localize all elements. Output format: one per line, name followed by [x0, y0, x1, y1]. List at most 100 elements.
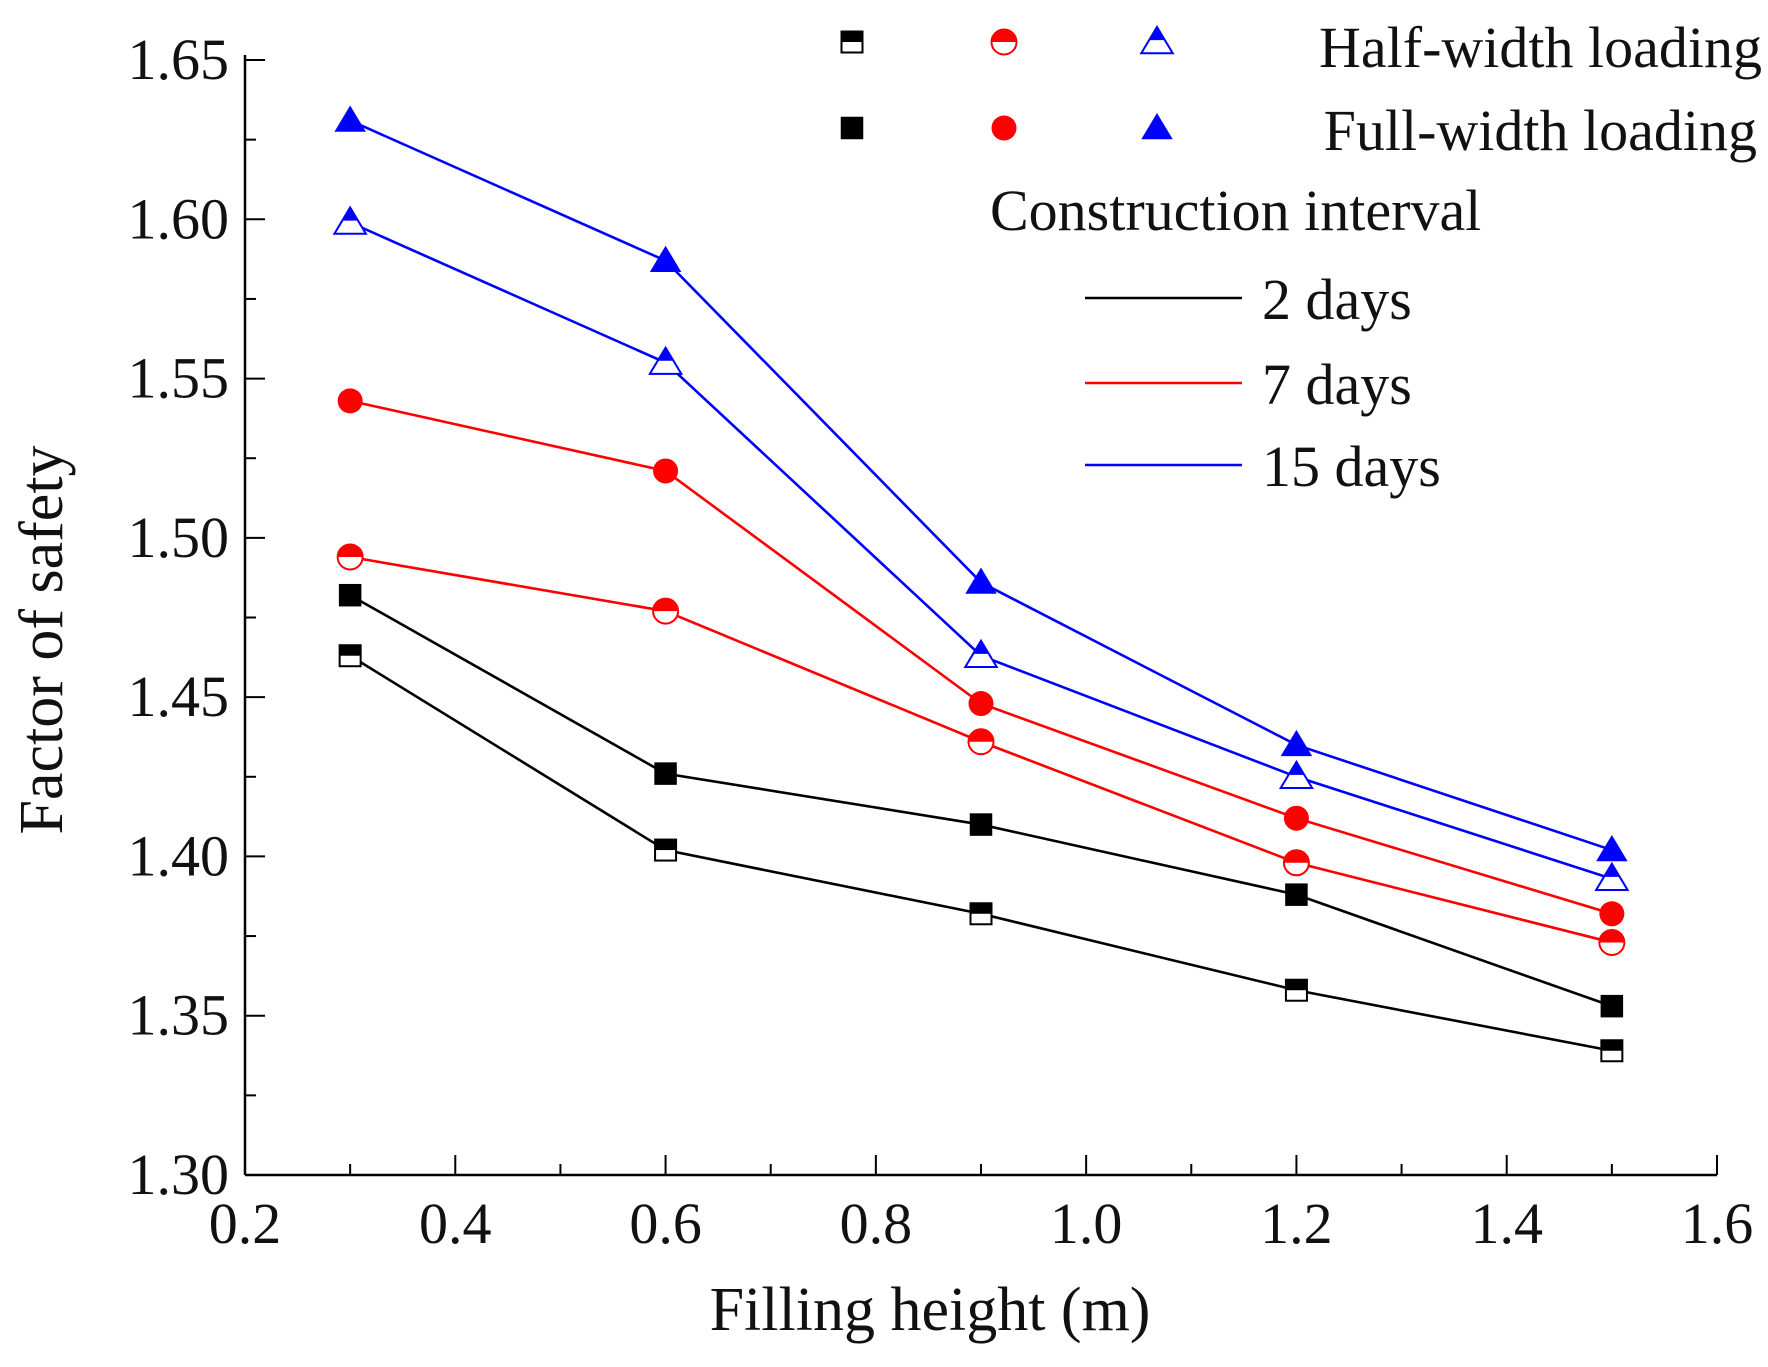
marker-body	[649, 245, 682, 272]
marker-body	[1141, 113, 1173, 140]
data-point	[653, 458, 679, 484]
marker-body	[338, 583, 362, 607]
marker-half-fill	[991, 29, 1017, 42]
data-point	[337, 388, 363, 414]
marker-body	[968, 691, 994, 717]
marker-body	[969, 813, 993, 836]
data-point	[1280, 729, 1313, 757]
x-tick-label: 1.2	[1260, 1191, 1333, 1256]
y-tick-label: 1.45	[128, 664, 230, 729]
marker-half-fill	[970, 903, 992, 914]
x-tick-label: 0.4	[419, 1191, 492, 1256]
y-tick-label: 1.30	[128, 1142, 230, 1207]
data-point	[1284, 978, 1308, 1002]
series-line	[349, 221, 1613, 880]
data-point	[969, 902, 993, 926]
marker-half-fill	[653, 598, 679, 612]
marker-body	[654, 762, 677, 785]
legend-marker-half	[990, 28, 1018, 56]
y-axis-label: Factor of safety	[8, 445, 76, 834]
marker-body	[1596, 835, 1628, 862]
marker-half-fill	[1603, 863, 1620, 877]
x-tick-label: 1.6	[1681, 1191, 1754, 1256]
marker-half-fill	[342, 207, 359, 221]
data-point	[654, 838, 678, 862]
data-point	[649, 245, 682, 272]
series-group	[332, 105, 1630, 1063]
legend-marker-full	[991, 115, 1017, 141]
marker-half-fill	[973, 640, 989, 654]
marker-half-fill	[337, 544, 363, 557]
data-point	[1282, 849, 1310, 877]
marker-outline	[1594, 861, 1630, 891]
marker-body	[1280, 729, 1313, 757]
legend-marker-full	[1141, 113, 1173, 140]
y-tick-label: 1.55	[128, 346, 230, 411]
marker-half-fill	[968, 729, 994, 742]
marker-outline	[648, 345, 684, 375]
marker-body	[653, 458, 679, 484]
data-point	[1596, 835, 1628, 862]
data-point	[332, 205, 368, 235]
marker-half-fill	[1601, 1040, 1623, 1051]
marker-half-fill	[1149, 27, 1165, 41]
data-point	[1599, 901, 1625, 927]
data-point	[1600, 994, 1624, 1018]
data-point	[652, 597, 680, 625]
data-point	[338, 644, 362, 668]
legend: Half-width loading Full-width loading Cons…	[840, 15, 1762, 499]
marker-half-fill	[1285, 979, 1307, 991]
marker-half-fill	[1599, 929, 1625, 943]
marker-half-fill	[1288, 761, 1305, 775]
legend-marker-half	[840, 30, 864, 54]
y-tick-label: 1.35	[128, 983, 230, 1048]
data-point	[1285, 883, 1308, 906]
marker-body	[991, 115, 1017, 141]
axes-group: 0.2 0.4 0.6 0.8 1.0 1.2 1.4 1.6 1.30 1.35 1.40 1.45…	[128, 27, 1754, 1256]
data-point	[648, 345, 684, 375]
data-point	[334, 105, 366, 132]
marker-body	[1283, 805, 1309, 831]
legend-marker-full	[840, 116, 864, 140]
marker-body	[334, 105, 366, 132]
marker-half-fill	[841, 31, 863, 42]
x-tick-label: 0.6	[629, 1191, 702, 1256]
data-point	[968, 691, 994, 717]
data-point	[654, 762, 677, 785]
marker-half-fill	[657, 347, 674, 361]
data-point	[336, 543, 364, 571]
marker-body	[337, 388, 363, 414]
data-point	[1283, 805, 1309, 831]
marker-body	[1285, 883, 1308, 906]
marker-body	[1600, 994, 1624, 1018]
legend-full-width-label: Full-width loading	[1324, 98, 1757, 163]
y-tick-label: 1.40	[128, 823, 230, 888]
data-point	[969, 813, 993, 836]
data-point	[967, 728, 995, 756]
x-tick-label: 0.2	[209, 1191, 282, 1256]
legend-interval-title: Construction interval	[990, 178, 1481, 243]
marker-half-fill	[1283, 850, 1309, 863]
marker-outline	[1278, 759, 1314, 790]
y-tick-label: 1.65	[128, 27, 230, 92]
data-point	[1278, 759, 1314, 790]
y-tick-label: 1.60	[128, 186, 230, 251]
x-axis-label: Filling height (m)	[710, 1276, 1151, 1344]
legend-interval-label: 15 days	[1262, 434, 1441, 499]
marker-half-fill	[655, 839, 677, 851]
data-point	[1600, 1039, 1624, 1063]
legend-interval-label: 7 days	[1262, 352, 1412, 417]
y-tick-label: 1.50	[128, 505, 230, 570]
marker-outline	[963, 638, 999, 668]
marker-half-fill	[339, 645, 361, 656]
marker-body	[840, 116, 864, 140]
x-tick-label: 1.4	[1470, 1191, 1543, 1256]
data-point	[1594, 861, 1630, 891]
marker-body	[1599, 901, 1625, 927]
marker-body	[965, 567, 997, 594]
legend-half-width-label: Half-width loading	[1319, 15, 1762, 80]
data-point	[338, 583, 362, 607]
legend-interval-label: 2 days	[1262, 267, 1412, 332]
x-tick-label: 0.8	[840, 1191, 913, 1256]
